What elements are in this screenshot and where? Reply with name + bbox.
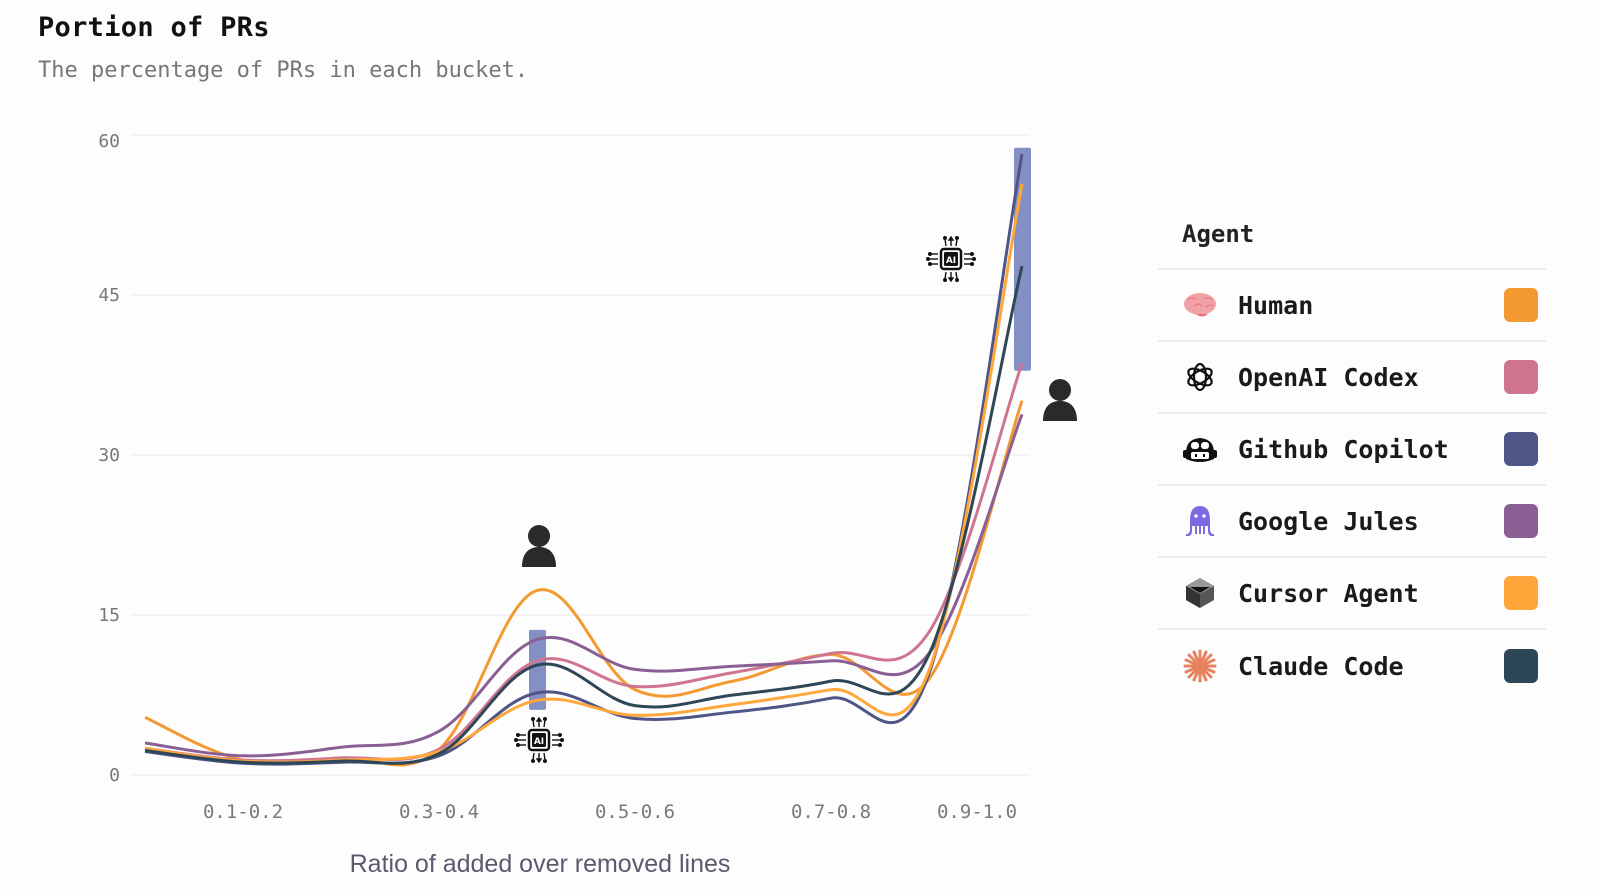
series-line-claude-code xyxy=(144,265,1024,765)
x-axis-ticks: 0.1-0.2 0.3-0.4 0.5-0.6 0.7-0.8 0.9-1.0 xyxy=(203,801,1017,823)
legend-title: Agent xyxy=(1158,214,1546,270)
legend-item-openai-codex[interactable]: OpenAI Codex xyxy=(1158,342,1546,414)
x-tick-label: 0.7-0.8 xyxy=(791,801,871,823)
legend-swatch xyxy=(1504,649,1538,683)
x-axis-label: Ratio of added over removed lines xyxy=(350,850,731,878)
person-icon xyxy=(1043,379,1077,421)
ai-chip-icon xyxy=(925,235,977,283)
legend-label: Cursor Agent xyxy=(1238,578,1419,608)
legend-label: Github Copilot xyxy=(1238,434,1449,464)
copilot-logo-icon xyxy=(1180,429,1220,469)
legend-swatch xyxy=(1504,288,1538,322)
legend-swatch xyxy=(1504,360,1538,394)
cursor-cube-icon xyxy=(1180,573,1220,613)
gridlines xyxy=(130,134,1030,776)
jules-octopus-icon xyxy=(1180,501,1220,541)
legend-item-cursor-agent[interactable]: Cursor Agent xyxy=(1158,558,1546,630)
highlight-bar xyxy=(529,629,546,710)
legend-item-human[interactable]: Human xyxy=(1158,270,1546,342)
series-line-github-copilot xyxy=(144,153,1024,766)
chart-title: Portion of PRs xyxy=(38,12,270,43)
legend: Agent Human OpenAI Codex Github Copilot … xyxy=(1158,214,1546,702)
legend-swatch xyxy=(1504,432,1538,466)
legend-label: Google Jules xyxy=(1238,506,1419,536)
y-tick-label: 45 xyxy=(98,285,120,306)
chart-subtitle: The percentage of PRs in each bucket. xyxy=(38,58,529,83)
legend-label: Human xyxy=(1238,290,1314,320)
legend-swatch xyxy=(1504,576,1538,610)
y-tick-label: 15 xyxy=(98,605,120,626)
claude-starburst-icon xyxy=(1180,646,1220,686)
series-lines xyxy=(144,153,1024,767)
x-tick-label: 0.1-0.2 xyxy=(203,801,283,823)
series-line-google-jules xyxy=(144,413,1024,758)
x-tick-label: 0.9-1.0 xyxy=(937,801,1017,823)
legend-item-google-jules[interactable]: Google Jules xyxy=(1158,486,1546,558)
legend-label: Claude Code xyxy=(1238,651,1404,681)
legend-swatch xyxy=(1504,504,1538,538)
y-tick-label: 60 xyxy=(98,131,120,152)
legend-item-github-copilot[interactable]: Github Copilot xyxy=(1158,414,1546,486)
x-tick-label: 0.3-0.4 xyxy=(399,801,479,823)
brain-icon xyxy=(1180,285,1220,325)
legend-label: OpenAI Codex xyxy=(1238,362,1419,392)
svg-text:AI: AI xyxy=(534,737,544,747)
y-axis-ticks: 0 15 30 45 60 xyxy=(98,131,120,786)
legend-item-claude-code[interactable]: Claude Code xyxy=(1158,630,1546,702)
y-tick-label: 0 xyxy=(109,765,120,786)
series-line-openai-codex xyxy=(144,362,1024,763)
person-icon xyxy=(522,525,556,567)
openai-logo-icon xyxy=(1180,357,1220,397)
ai-chip-icon: AI xyxy=(514,716,565,764)
y-tick-label: 30 xyxy=(98,445,120,466)
x-tick-label: 0.5-0.6 xyxy=(595,801,675,823)
